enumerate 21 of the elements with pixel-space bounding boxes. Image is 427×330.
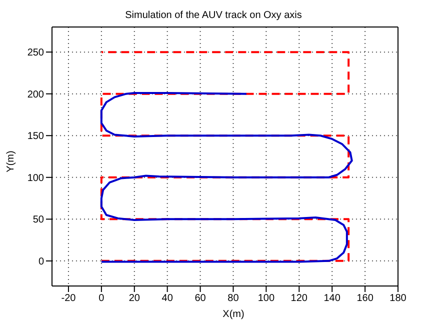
y-tick-label: 200	[27, 89, 44, 100]
y-tick-label: 0	[38, 256, 44, 268]
line-series	[100, 92, 353, 263]
x-tick-label: -20	[61, 293, 76, 304]
y-tick-label: 100	[27, 172, 44, 184]
y-axis-title: Y(m)	[5, 150, 16, 172]
x-tick-label: 0	[98, 293, 105, 304]
x-tick-label: 180	[390, 293, 407, 304]
y-tick-label: 50	[32, 214, 44, 226]
y-tick-label: 250	[27, 48, 44, 59]
chart-title: Simulation of the AUV track on Oxy axis	[124, 10, 303, 21]
x-tick-label: 80	[228, 293, 240, 304]
x-tick-label: 100	[258, 293, 275, 304]
x-tick-label: 60	[194, 293, 206, 304]
x-tick-label: 140	[324, 293, 341, 304]
x-tick-label: 120	[290, 293, 308, 304]
x-tick-label: 20	[128, 293, 140, 304]
y-tick-label: 150	[27, 131, 44, 142]
x-tick-label: 160	[356, 293, 374, 304]
x-tick-label: 40	[162, 293, 174, 304]
x-axis-title: X(m)	[222, 309, 246, 320]
